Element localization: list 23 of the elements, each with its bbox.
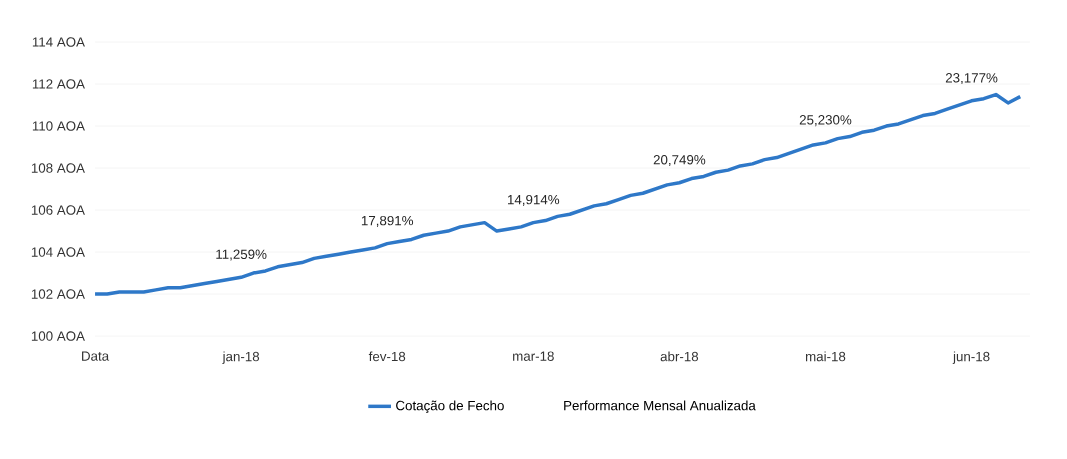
text: Performance Mensal Anualizada xyxy=(564,400,756,411)
y-tick-label: 102 AOA xyxy=(31,289,85,299)
y-tick-label: 112 AOA xyxy=(32,79,85,89)
y-tick-label: 100 AOA xyxy=(31,331,85,341)
annotation: 17,891% xyxy=(361,215,414,227)
legend-label: Cotação de Fecho xyxy=(396,400,504,413)
y-tick-label: 106 AOA xyxy=(31,205,85,215)
y-tick-label: 114 AOA xyxy=(32,37,85,47)
annotation: 11,259% xyxy=(216,249,267,261)
x-tick-label: fev-18 xyxy=(368,351,406,362)
annotation: 25,230% xyxy=(799,115,852,127)
y-tick-label: 104 AOA xyxy=(31,247,85,257)
annotation: 20,749% xyxy=(653,154,706,166)
x-tick-label: abr-18 xyxy=(660,351,699,362)
x-tick-label: mar-18 xyxy=(513,351,554,361)
annotation: 14,914% xyxy=(508,194,560,206)
annotation: 23,177% xyxy=(945,73,998,85)
x-tick-label: jan-18 xyxy=(222,351,260,364)
x-tick-label: Data xyxy=(82,351,110,361)
x-tick-label: jun-18 xyxy=(952,351,990,364)
y-tick-label: 108 AOA xyxy=(31,163,85,173)
x-tick-label: mai-18 xyxy=(805,351,846,362)
y-tick-label: 110 AOA xyxy=(32,121,85,131)
